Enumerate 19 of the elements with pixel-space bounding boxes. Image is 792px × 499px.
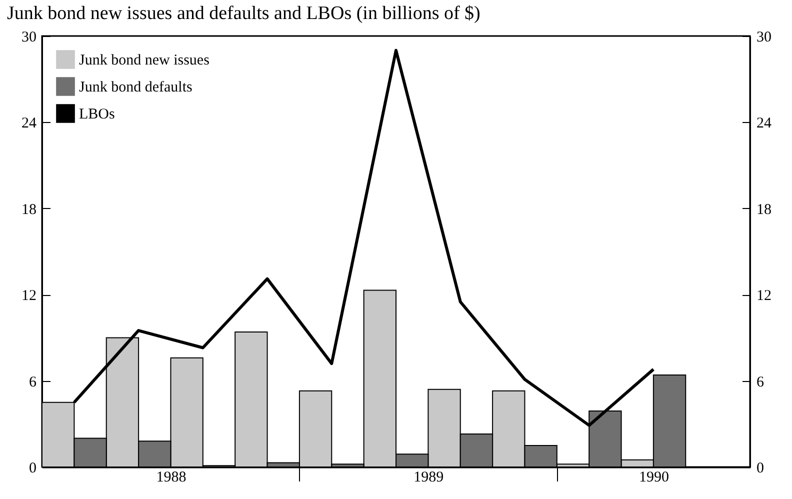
y2-tick-label: 24: [756, 116, 772, 132]
y-tick-label: 30: [22, 30, 36, 46]
y2-tick-label: 30: [756, 30, 772, 46]
x-tick-label: 1988: [156, 470, 186, 486]
y-tick-label: 24: [22, 116, 37, 132]
y-tick-label: 18: [22, 202, 36, 218]
legend-label: Junk bond defaults: [79, 80, 192, 96]
y2-tick-label: 12: [756, 288, 772, 304]
chart-title: Junk bond new issues and defaults and LBOs (in billions of $): [7, 3, 480, 24]
y2-tick-label: 0: [756, 460, 764, 476]
y-tick-label: 6: [29, 374, 37, 390]
y2-tick-label: 6: [756, 374, 764, 390]
y-tick-label: 12: [22, 288, 36, 304]
x-tick-label: 1990: [638, 470, 669, 486]
y-tick-label: 0: [29, 460, 36, 476]
legend-label: LBOs: [79, 106, 115, 122]
x-tick-label: 1989: [414, 470, 444, 486]
legend-label: Junk bond new issues: [79, 52, 210, 68]
y2-tick-label: 18: [756, 202, 772, 218]
